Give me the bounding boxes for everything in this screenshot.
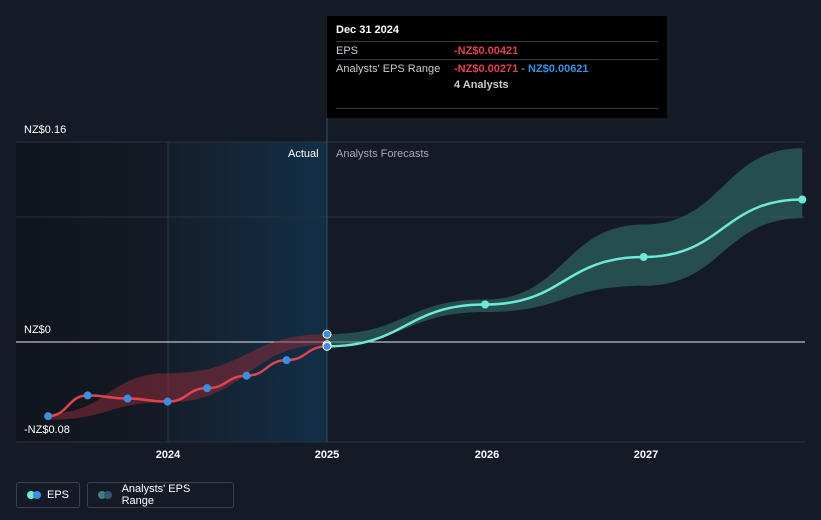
eps-actual-point bbox=[123, 394, 132, 403]
eps-forecast-line bbox=[326, 198, 803, 348]
tooltip-range-high: NZ$0.00621 bbox=[528, 63, 589, 75]
tooltip-range-low: -NZ$0.00271 bbox=[454, 63, 519, 75]
x-tick-label-2024: 2024 bbox=[155, 449, 181, 461]
y-tick-label-zero: NZ$0 bbox=[24, 324, 51, 336]
eps-actual-line bbox=[47, 345, 327, 418]
x-tick-label-2027: 2027 bbox=[633, 449, 659, 461]
tooltip-eps-row: EPS -NZ$0.00421 bbox=[336, 41, 658, 59]
legend-eps-toggle[interactable]: EPS bbox=[16, 482, 80, 508]
tooltip-range-separator: - bbox=[518, 63, 528, 75]
tooltip-eps-value: -NZ$0.00421 bbox=[454, 45, 519, 57]
x-tick-label-2026: 2026 bbox=[474, 449, 500, 461]
tooltip-range-label: Analysts' EPS Range bbox=[336, 63, 441, 75]
eps-actual-point bbox=[163, 397, 172, 406]
range-legend-icon bbox=[98, 491, 114, 499]
tooltip-analysts-count: 4 Analysts bbox=[454, 79, 509, 91]
eps-actual-point bbox=[83, 391, 92, 400]
eps-actual-point bbox=[282, 356, 291, 365]
eps-forecast-point bbox=[798, 195, 807, 204]
forecast-eps-range-band bbox=[326, 148, 803, 345]
eps-actual-point bbox=[203, 384, 212, 393]
actual-section-label: Actual bbox=[288, 148, 319, 160]
tooltip-range-row: Analysts' EPS Range -NZ$0.00271 - NZ$0.0… bbox=[336, 59, 658, 77]
eps-forecast-point bbox=[639, 253, 648, 261]
eps-hover-marker bbox=[322, 341, 332, 351]
legend-range-label: Analysts' EPS Range bbox=[121, 483, 191, 507]
forecast-section-label: Analysts Forecasts bbox=[336, 148, 429, 160]
legend-eps-label: EPS bbox=[46, 489, 69, 501]
eps-actual-point bbox=[242, 371, 251, 380]
y-tick-label-top: NZ$0.16 bbox=[24, 124, 67, 136]
hover-tooltip: Dec 31 2024 EPS -NZ$0.00421 Analysts' EP… bbox=[327, 16, 667, 118]
tooltip-date: Dec 31 2024 bbox=[336, 24, 399, 36]
eps-actual-point bbox=[44, 412, 53, 421]
range-high-marker bbox=[322, 329, 332, 339]
x-tick-label-2025: 2025 bbox=[314, 449, 340, 461]
eps-forecast-point bbox=[481, 300, 490, 309]
legend-range-toggle[interactable]: Analysts' EPS Range bbox=[87, 482, 234, 508]
y-tick-label-bottom: -NZ$0.08 bbox=[24, 424, 70, 436]
tooltip-eps-label: EPS bbox=[336, 45, 359, 57]
eps-legend-icon bbox=[27, 491, 41, 499]
